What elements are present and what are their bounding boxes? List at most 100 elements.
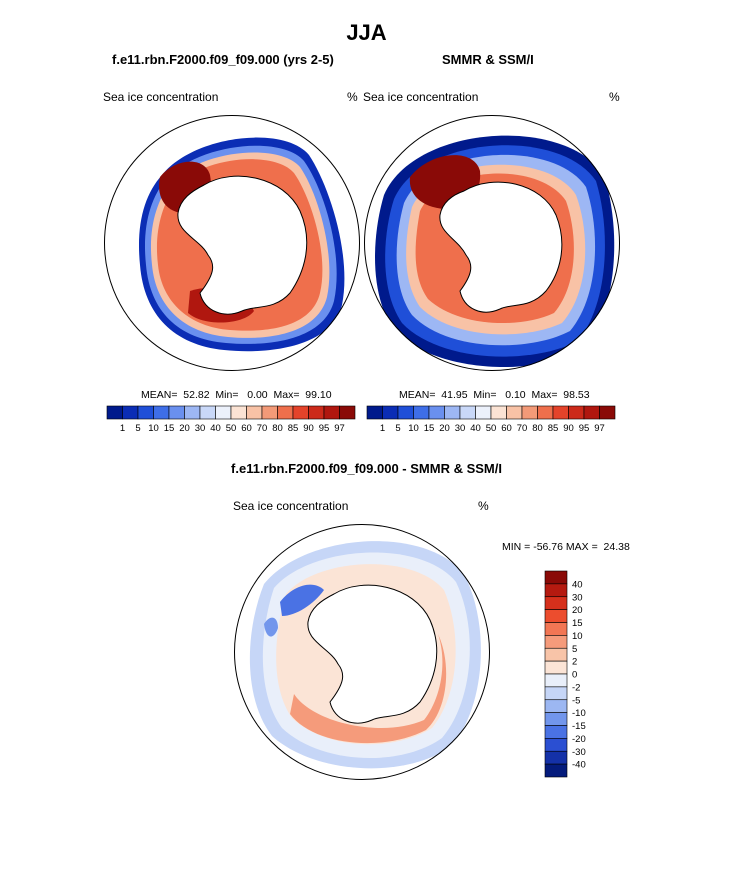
diff-colorbar-swatch (544, 635, 568, 649)
model-colorbar-tick-label: 20 (179, 423, 190, 434)
model-colorbar-tick-label: 95 (319, 423, 330, 434)
obs-colorbar-swatch (506, 405, 523, 420)
model-variable-label: Sea ice concentration (103, 90, 219, 104)
model-colorbar-swatch (277, 405, 294, 420)
obs-stats: MEAN= 41.95 Min= 0.10 Max= 98.53 (399, 389, 590, 401)
obs-colorbar-tick-label: 50 (486, 423, 497, 434)
diff-colorbar-swatch (544, 622, 568, 636)
obs-colorbar-tick-label: 85 (548, 423, 559, 434)
model-colorbar-tick-label: 10 (148, 423, 159, 434)
obs-colorbar-tick-label: 97 (594, 423, 605, 434)
diff-colorbar-tick-label: -15 (572, 721, 586, 732)
model-polar-map (104, 115, 360, 371)
model-colorbar-tick-label: 60 (241, 423, 252, 434)
obs-colorbar-swatch (583, 405, 600, 420)
diff-colorbar-swatch (544, 750, 568, 765)
obs-colorbar-swatch (552, 405, 569, 420)
model-colorbar-tick-label: 80 (272, 423, 283, 434)
obs-colorbar-swatch (413, 405, 430, 420)
diff-colorbar-swatch (544, 596, 568, 610)
model-colorbar-swatch (261, 405, 278, 420)
model-continent (177, 175, 308, 315)
diff-colorbar-swatch (544, 609, 568, 623)
diff-colorbar-swatch (544, 660, 568, 675)
model-colorbar-tick-label: 30 (195, 423, 206, 434)
diff-polar-map (234, 524, 490, 780)
diff-colorbar-tick-label: -5 (572, 695, 580, 706)
model-colorbar-swatch (323, 405, 340, 420)
obs-units-label: % (609, 90, 620, 104)
obs-colorbar-tick-label: 95 (579, 423, 590, 434)
diff-colorbar-tick-label: -20 (572, 734, 586, 745)
diff-colorbar-swatch (544, 570, 568, 585)
diff-colorbar-swatch (544, 725, 568, 739)
obs-title: SMMR & SSM/I (442, 52, 534, 67)
diff-colorbar-tick-label: 30 (572, 592, 583, 603)
diff-units-label: % (478, 499, 489, 513)
obs-colorbar-swatch (568, 405, 585, 420)
model-colorbar-tick-label: 50 (226, 423, 237, 434)
diff-colorbar-swatch (544, 763, 568, 778)
obs-continent (439, 181, 563, 313)
obs-colorbar-tick-label: 40 (470, 423, 481, 434)
diff-colorbar-tick-label: 15 (572, 618, 583, 629)
model-colorbar-swatch (153, 405, 170, 420)
diff-colorbar-tick-label: 40 (572, 579, 583, 590)
obs-colorbar-swatch (599, 405, 616, 420)
model-colorbar-swatch (168, 405, 185, 420)
obs-colorbar-swatch (397, 405, 414, 420)
obs-polar-map (364, 115, 620, 371)
diff-colorbar-tick-label: 20 (572, 605, 583, 616)
obs-colorbar-tick-label: 60 (501, 423, 512, 434)
model-colorbar-swatch (230, 405, 247, 420)
model-colorbar-tick-label: 1 (120, 423, 125, 434)
model-colorbar-swatch (199, 405, 216, 420)
obs-colorbar: 1 5 10 15 20 30 40 50 60 70 80 85 90 95 97 (366, 405, 616, 434)
model-colorbar-tick-label: 40 (210, 423, 221, 434)
obs-colorbar-tick-label: 1 (380, 423, 385, 434)
obs-colorbar-swatch (537, 405, 554, 420)
model-case-title: f.e11.rbn.F2000.f09_f09.000 (yrs 2-5) (112, 52, 334, 67)
model-colorbar-swatch (137, 405, 154, 420)
diff-colorbar-swatch (544, 686, 568, 701)
model-colorbar-swatch (292, 405, 309, 420)
model-colorbar-swatch (215, 405, 232, 420)
model-colorbar: 1 5 10 15 20 30 40 50 60 70 80 85 90 95 97 (106, 405, 356, 434)
model-colorbar-tick-label: 97 (334, 423, 345, 434)
diff-colorbar-swatch (544, 673, 568, 688)
obs-colorbar-swatch (428, 405, 445, 420)
obs-variable-label: Sea ice concentration (363, 90, 479, 104)
diff-colorbar-swatch (544, 647, 568, 662)
diff-title: f.e11.rbn.F2000.f09_f09.000 - SMMR & SSM… (231, 461, 502, 476)
model-colorbar-tick-label: 70 (257, 423, 268, 434)
obs-colorbar-tick-label: 10 (408, 423, 419, 434)
model-colorbar-swatch (246, 405, 263, 420)
diff-colorbar-tick-label: -40 (572, 760, 586, 771)
model-colorbar-swatch (339, 405, 356, 420)
diff-colorbar-tick-label: 10 (572, 631, 583, 642)
model-colorbar-swatch (308, 405, 325, 420)
diff-variable-label: Sea ice concentration (233, 499, 349, 513)
model-units-label: % (347, 90, 358, 104)
diff-continent (307, 584, 438, 724)
obs-colorbar-swatch (382, 405, 399, 420)
model-colorbar-swatch (122, 405, 139, 420)
obs-colorbar-swatch (366, 405, 383, 420)
season-title: JJA (346, 20, 387, 45)
diff-colorbar-tick-label: 0 (572, 670, 577, 681)
obs-colorbar-swatch (444, 405, 461, 420)
diff-colorbar-swatch (544, 699, 568, 713)
model-stats: MEAN= 52.82 Min= 0.00 Max= 99.10 (141, 389, 332, 401)
diff-colorbar-tick-label: -10 (572, 708, 586, 719)
obs-colorbar-tick-label: 90 (563, 423, 574, 434)
obs-colorbar-tick-label: 80 (532, 423, 543, 434)
model-colorbar-swatch (184, 405, 201, 420)
obs-colorbar-tick-label: 30 (455, 423, 466, 434)
diff-colorbar-tick-label: 2 (572, 657, 577, 668)
obs-colorbar-tick-label: 20 (439, 423, 450, 434)
model-colorbar-tick-label: 5 (135, 423, 140, 434)
diff-colorbar-swatch (544, 583, 568, 598)
diff-stats: MIN = -56.76 MAX = 24.38 (502, 541, 630, 553)
obs-colorbar-swatch (521, 405, 538, 420)
